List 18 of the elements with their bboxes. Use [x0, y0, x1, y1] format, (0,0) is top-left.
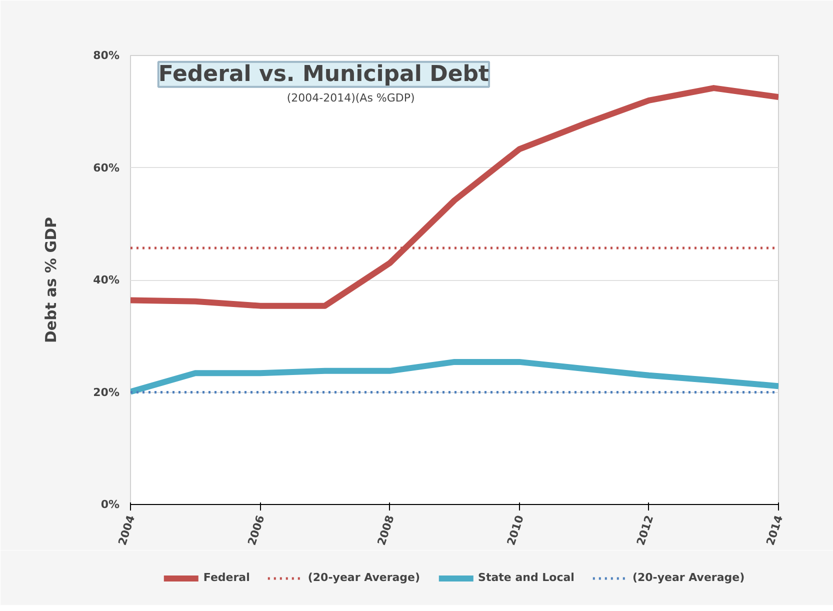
legend-label: State and Local	[478, 571, 574, 584]
chart-title: Federal vs. Municipal Debt	[158, 62, 490, 87]
text: (2004-2014)(As %GDP)	[286, 92, 415, 105]
legend-label: Federal	[203, 571, 250, 584]
x-tick-label: 2004	[116, 513, 138, 547]
y-tick-label: 80%	[93, 49, 120, 62]
legend-label: (20-year Average)	[308, 571, 420, 584]
y-tick-label: 60%	[93, 161, 120, 174]
x-tick-label: 2006	[245, 513, 268, 547]
x-tick-label: 2010	[504, 513, 527, 547]
x-tick-label: 2008	[375, 514, 397, 547]
x-tick-label: 2014	[764, 513, 786, 547]
y-tick-label: 0%	[100, 498, 120, 511]
x-tick-label: 2012	[634, 514, 656, 547]
y-axis-title: Debt as % GDP	[42, 216, 60, 344]
y-tick-label: 40%	[93, 274, 120, 286]
legend-label: (20-year Average)	[632, 571, 745, 584]
y-tick-label: 20%	[93, 386, 120, 399]
